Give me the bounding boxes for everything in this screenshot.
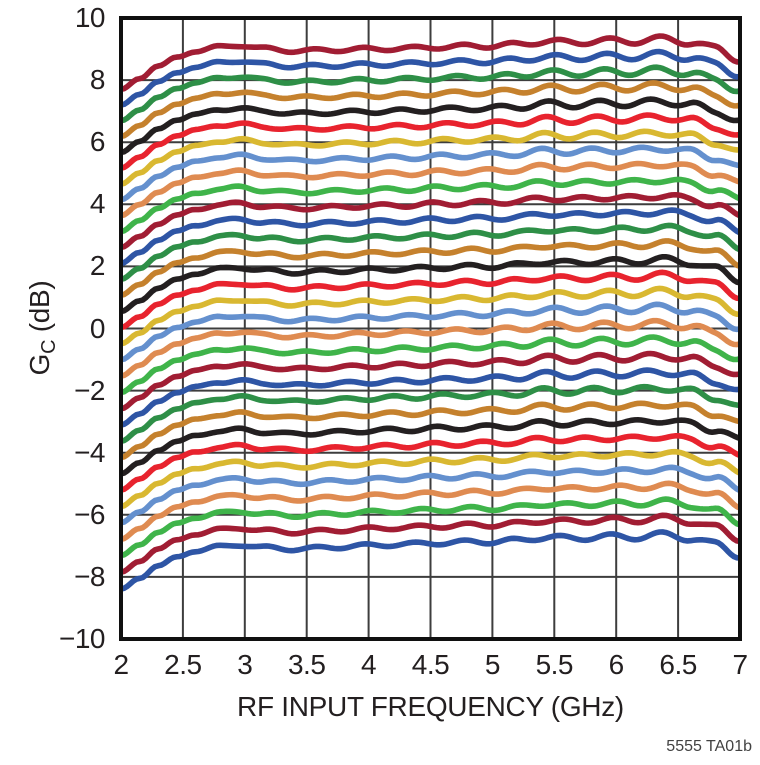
y-tick-label: 6 — [89, 126, 106, 158]
gain-curve — [121, 480, 740, 543]
gain-curve — [121, 464, 740, 526]
x-tick-label: 6.5 — [659, 649, 697, 680]
gain-curve — [121, 448, 740, 510]
y-tick-label: −2 — [74, 374, 105, 406]
gain-curve — [121, 112, 740, 171]
gain-curve — [121, 512, 740, 575]
y-tick-label: 0 — [89, 312, 106, 344]
y-axis-title-symbol: G — [24, 353, 55, 376]
y-tick-label: 4 — [89, 188, 106, 220]
x-tick-label: 2.5 — [164, 649, 202, 680]
gain-curve — [121, 432, 740, 493]
gain-curve — [121, 317, 740, 379]
x-tick-label: 2 — [113, 649, 129, 680]
gain-curve — [121, 144, 740, 203]
gain-curve — [121, 222, 740, 283]
y-tick-label: −4 — [74, 436, 105, 468]
figure-code: 5555 TA01b — [666, 738, 752, 755]
gain-curve — [121, 48, 740, 108]
gain-curve — [121, 529, 740, 592]
gain-curve — [121, 176, 740, 235]
y-axis-title: GC (dB) — [24, 280, 60, 376]
x-tick-label: 3 — [237, 649, 253, 680]
gain-curve — [121, 301, 740, 363]
gain-curve — [121, 160, 740, 219]
x-tick-label: 5 — [484, 649, 501, 680]
gain-curve — [121, 80, 740, 140]
x-axis-title: RF INPUT FREQUENCY (GHz) — [237, 691, 624, 722]
gain-curve — [121, 350, 740, 412]
curves — [121, 33, 740, 592]
x-tick-label: 4 — [361, 649, 377, 680]
plot-border — [119, 16, 742, 641]
x-tick-label: 6 — [608, 649, 625, 680]
x-tick-label: 3.5 — [287, 649, 326, 680]
x-tick-label: 7 — [732, 649, 748, 680]
gain-curve — [121, 383, 740, 445]
y-tick-label: −6 — [74, 498, 105, 530]
gain-curve — [121, 253, 740, 315]
gain-curve — [121, 269, 740, 331]
gain-curve — [121, 191, 740, 251]
gain-curve — [121, 64, 740, 124]
gain-curve — [121, 285, 740, 347]
gain-curve — [121, 367, 740, 428]
y-axis-title-subscript: C — [38, 339, 60, 354]
x-tick-label: 4.5 — [411, 649, 450, 680]
y-tick-label: 8 — [89, 64, 106, 96]
x-tick-label: 5.5 — [535, 649, 574, 680]
y-tick-label: 10 — [74, 2, 106, 33]
y-tick-label: −10 — [59, 623, 106, 654]
y-tick-label: −8 — [74, 560, 105, 592]
gain-curve — [121, 400, 740, 461]
gain-curve — [121, 207, 740, 267]
y-axis-title-unit: (dB) — [24, 280, 55, 340]
gain-curve — [121, 33, 740, 93]
gain-curve — [121, 417, 740, 477]
gain-curve — [121, 128, 740, 187]
gain-curve — [121, 96, 740, 156]
gain-curve — [121, 238, 740, 299]
gain-curve — [121, 334, 740, 396]
y-tick-label: 2 — [89, 250, 106, 282]
gain-curve — [121, 496, 740, 559]
